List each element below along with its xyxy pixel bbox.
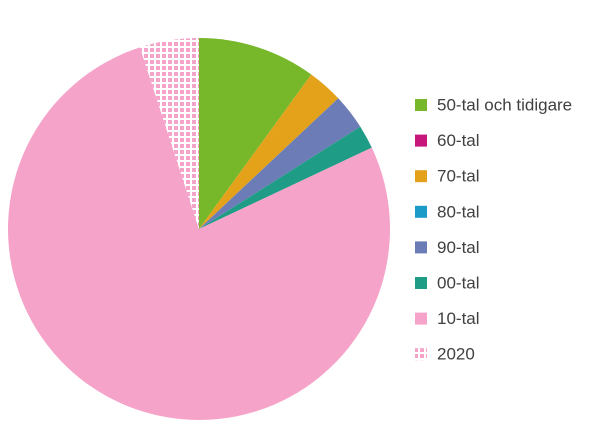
pie-slice — [199, 38, 312, 229]
legend-swatch — [415, 241, 427, 254]
legend-swatch — [415, 170, 427, 183]
legend-swatch — [415, 348, 427, 361]
pie-slice — [7, 47, 390, 421]
pie-slice — [139, 38, 199, 229]
legend-swatch — [415, 205, 427, 218]
pie-slice — [199, 74, 339, 229]
legend-label: 80-tal — [437, 202, 480, 221]
legend-swatch — [415, 277, 427, 289]
pie-slice — [199, 74, 312, 229]
legend-swatch — [415, 99, 427, 111]
legend-label: 90-tal — [437, 238, 480, 257]
legend-label: 50-tal och tidigare — [437, 95, 572, 114]
legend-label: 60-tal — [437, 131, 480, 150]
legend-label: 10-tal — [437, 309, 480, 328]
legend-swatch — [415, 134, 427, 147]
legend-label: 00-tal — [437, 273, 480, 292]
legend-swatch — [415, 312, 427, 325]
pie-slice — [199, 98, 361, 230]
legend-label: 2020 — [437, 345, 475, 364]
legend-label: 70-tal — [437, 167, 480, 186]
pie-slice — [199, 126, 372, 229]
